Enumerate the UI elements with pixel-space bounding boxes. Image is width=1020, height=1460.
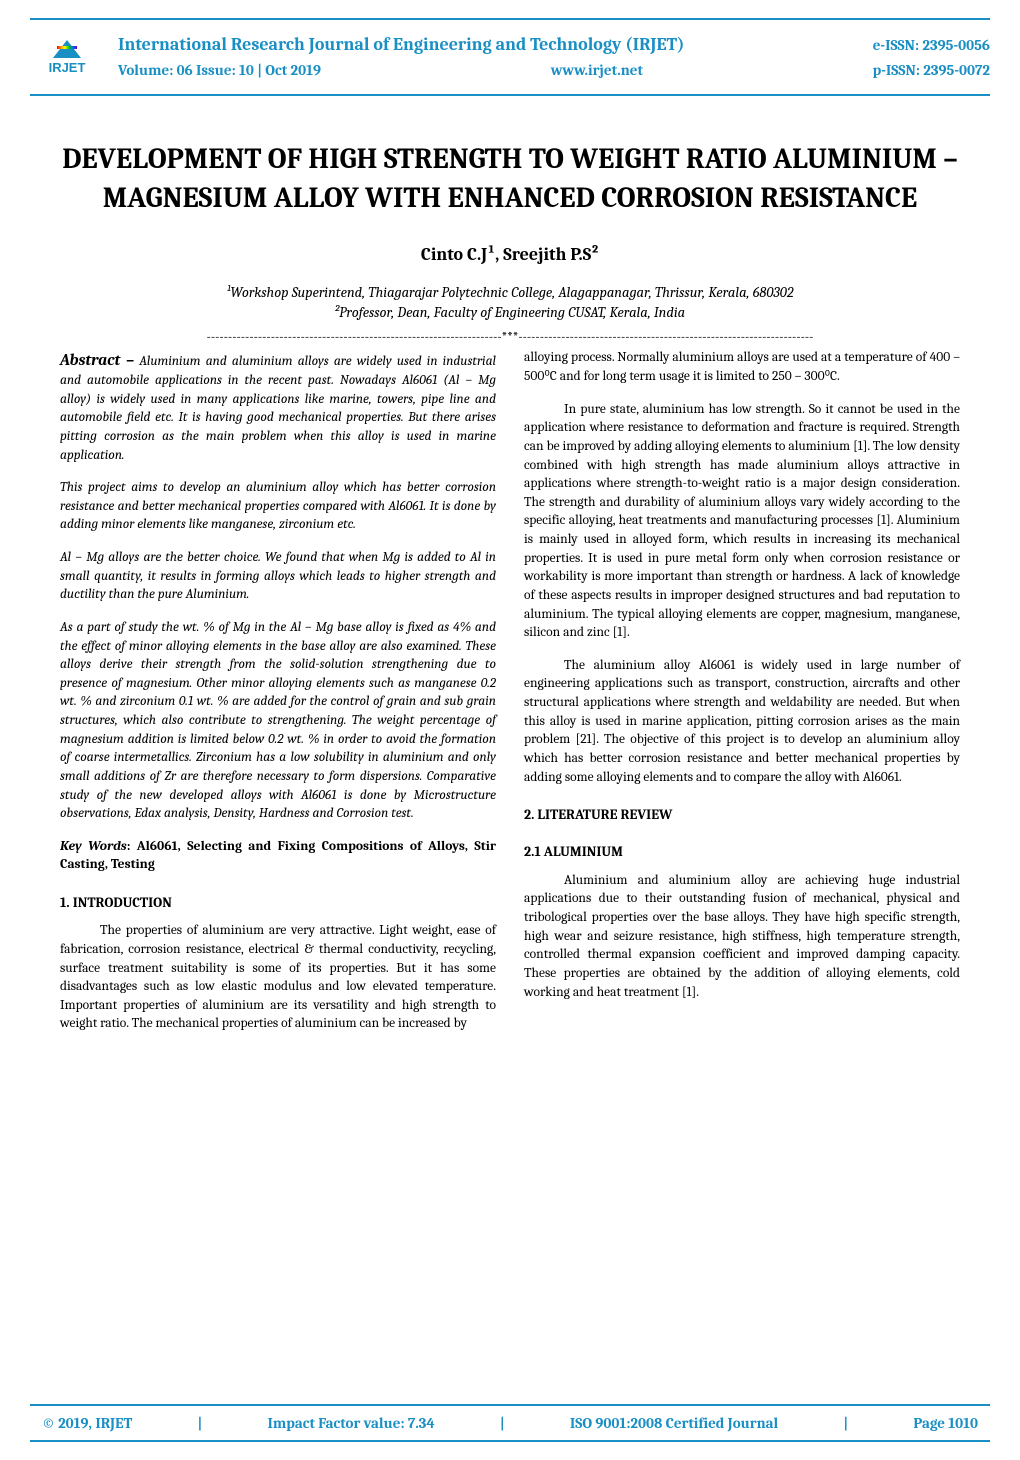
- volume-row: Volume: 06 Issue: 10 | Oct 2019 www.irje…: [118, 61, 990, 79]
- left-column: Abstract – Aluminium and aluminium alloy…: [60, 349, 496, 1048]
- right-p2: In pure state, aluminium has low strengt…: [524, 401, 960, 643]
- keywords-label: Key Words: [60, 839, 127, 854]
- footer-iso: ISO 9001:2008 Certified Journal: [570, 1414, 778, 1432]
- abstract-p3: Al – Mg alloys are the better choice. We…: [60, 549, 496, 605]
- body-columns: Abstract – Aluminium and aluminium alloy…: [60, 349, 960, 1048]
- prism-icon: [53, 40, 81, 58]
- paper-title: DEVELOPMENT OF HIGH STRENGTH TO WEIGHT R…: [60, 140, 960, 218]
- authors: Cinto C.J¹, Sreejith P.S²: [0, 244, 1020, 265]
- page: IRJET International Research Journal of …: [0, 18, 1020, 1460]
- abstract-p1-text: Aluminium and aluminium alloys are widel…: [60, 354, 496, 462]
- abstract-label: Abstract –: [60, 351, 134, 369]
- alum-p1: Aluminium and aluminium alloy are achiev…: [524, 872, 960, 1002]
- logo-bottom-text: IRJET: [49, 60, 86, 75]
- affiliations: ¹Workshop Superintend, Thiagarajar Polyt…: [0, 283, 1020, 322]
- journal-title-row: International Research Journal of Engine…: [118, 34, 990, 55]
- p-issn: p-ISSN: 2395-0072: [873, 61, 990, 79]
- right-column: alloying process. Normally aluminium all…: [524, 349, 960, 1048]
- header-band: IRJET International Research Journal of …: [30, 18, 990, 96]
- section-lit-heading: 2. LITERATURE REVIEW: [524, 805, 960, 824]
- abstract-p2: This project aims to develop an aluminiu…: [60, 479, 496, 535]
- right-p1: alloying process. Normally aluminium all…: [524, 349, 960, 386]
- section-alum-heading: 2.1 ALUMINIUM: [524, 842, 960, 861]
- keywords: Key Words: Al6061, Selecting and Fixing …: [60, 838, 496, 875]
- header-titles: International Research Journal of Engine…: [118, 34, 990, 79]
- footer-sep-1: |: [198, 1414, 203, 1432]
- footer-copyright: © 2019, IRJET: [42, 1414, 132, 1432]
- footer-sep-2: |: [500, 1414, 505, 1432]
- e-issn: e-ISSN: 2395-0056: [843, 36, 990, 54]
- journal-logo: IRJET: [30, 28, 104, 84]
- footer-sep-3: |: [843, 1414, 848, 1432]
- abstract-p4: As a part of study the wt. % of Mg in th…: [60, 619, 496, 824]
- footer-impact: Impact Factor value: 7.34: [268, 1414, 435, 1432]
- separator-line: ----------------------------------------…: [60, 330, 960, 345]
- abstract-p1: Abstract – Aluminium and aluminium alloy…: [60, 349, 496, 465]
- right-p3: The aluminium alloy Al6061 is widely use…: [524, 657, 960, 787]
- volume-issue: Volume: 06 Issue: 10 | Oct 2019: [118, 61, 321, 79]
- journal-title: International Research Journal of Engine…: [118, 34, 684, 55]
- footer-band: © 2019, IRJET | Impact Factor value: 7.3…: [30, 1404, 990, 1442]
- affil-2: ²Professor, Dean, Faculty of Engineering…: [335, 304, 685, 321]
- intro-p1: The properties of aluminium are very att…: [60, 922, 496, 1034]
- section-intro-heading: 1. INTRODUCTION: [60, 893, 496, 912]
- footer-page: Page 1010: [913, 1414, 978, 1432]
- affil-1: ¹Workshop Superintend, Thiagarajar Polyt…: [226, 284, 793, 301]
- website-url: www.irjet.net: [551, 61, 643, 79]
